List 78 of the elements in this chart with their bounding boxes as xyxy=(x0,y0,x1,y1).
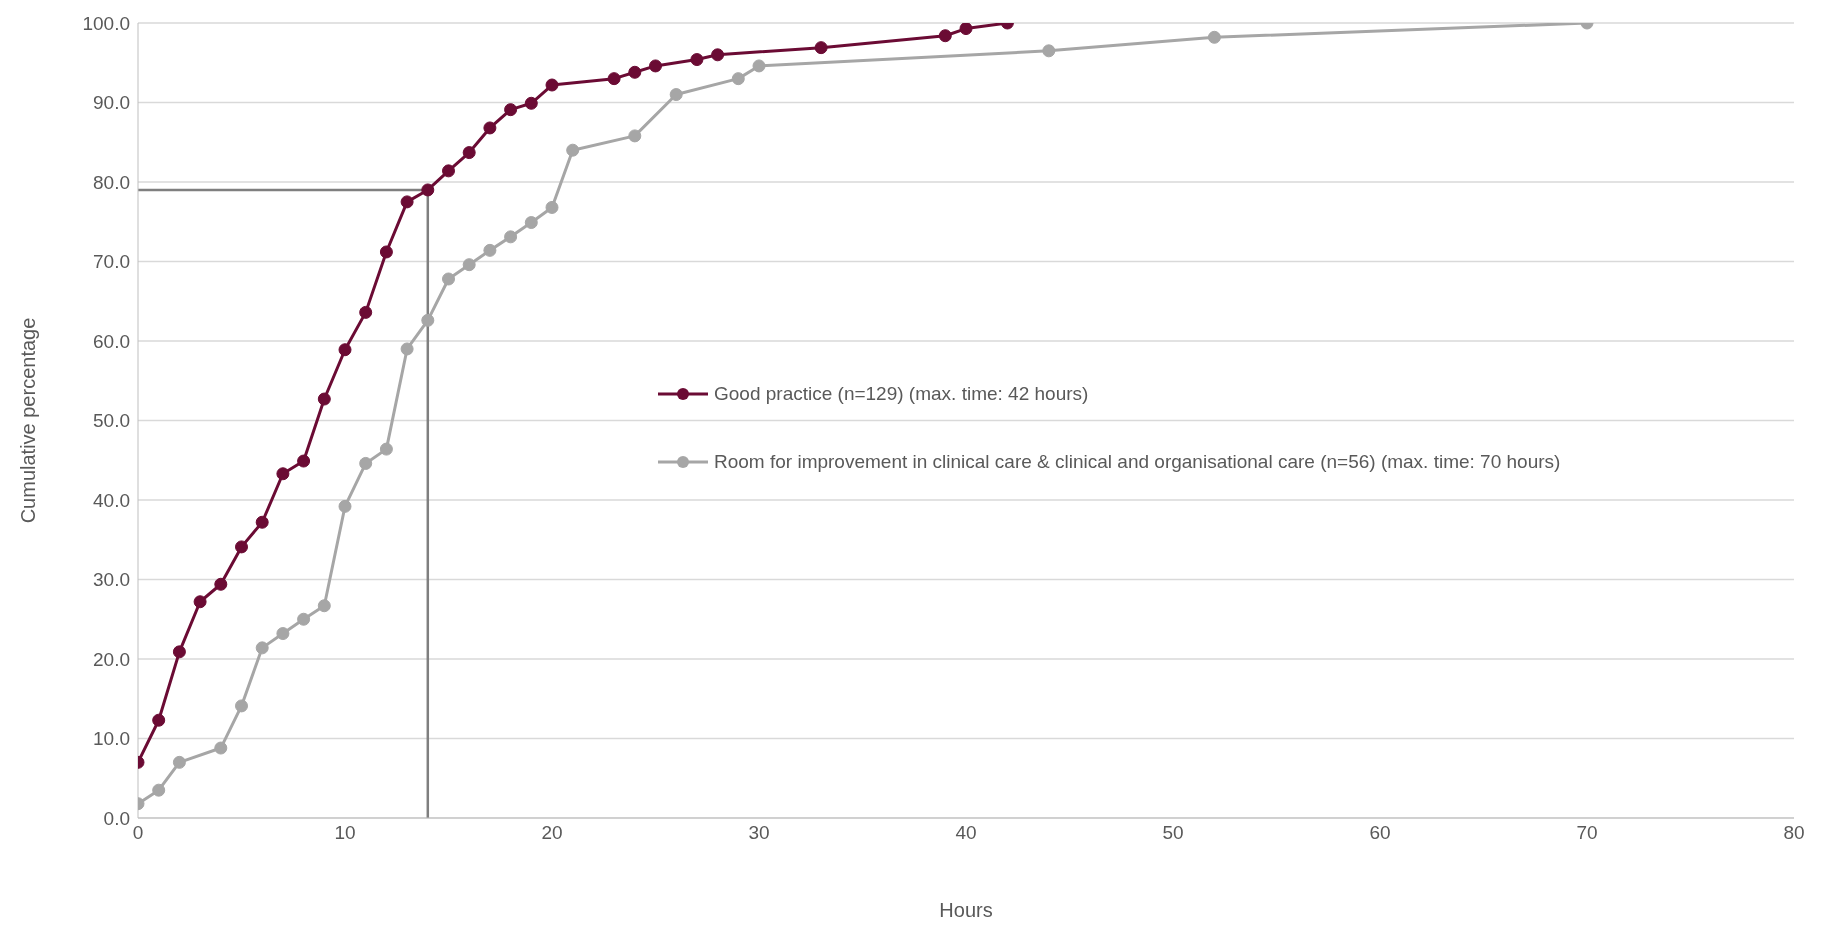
point xyxy=(379,245,393,259)
point xyxy=(649,59,662,73)
point xyxy=(152,713,166,727)
point xyxy=(607,72,621,86)
point xyxy=(235,540,248,554)
x-tick-label: 30 xyxy=(748,822,770,844)
point xyxy=(731,72,745,86)
point xyxy=(297,612,311,626)
point xyxy=(359,305,373,319)
point xyxy=(566,143,580,157)
point xyxy=(690,53,704,67)
point xyxy=(752,59,766,73)
point xyxy=(276,627,290,641)
point xyxy=(317,392,331,406)
point xyxy=(235,699,248,713)
point xyxy=(152,783,166,797)
y-tick-label: 100.0 xyxy=(82,12,130,34)
point xyxy=(421,313,435,327)
point xyxy=(938,29,952,43)
point xyxy=(524,96,538,110)
point xyxy=(276,467,290,481)
y-tick-label: 70.0 xyxy=(93,251,130,273)
point xyxy=(193,595,207,609)
point xyxy=(379,442,393,456)
point xyxy=(483,121,497,135)
x-tick-label: 80 xyxy=(1783,822,1805,844)
point xyxy=(524,216,538,230)
point xyxy=(1207,30,1221,44)
y-tick-label: 20.0 xyxy=(93,648,130,670)
y-tick-label: 90.0 xyxy=(93,92,130,114)
legend-label: Room for improvement in clinical care & clinical and organisational care (n=56) (max. time: 70 hours) xyxy=(714,451,1561,473)
legend-label: Good practice (n=129) (max. time: 42 hours) xyxy=(714,383,1089,405)
y-tick-label: 60.0 xyxy=(93,330,130,352)
y-tick-label: 50.0 xyxy=(93,410,130,432)
x-tick-label: 70 xyxy=(1576,822,1598,844)
point xyxy=(359,456,373,470)
point xyxy=(255,515,269,529)
point xyxy=(504,103,518,117)
point xyxy=(628,65,642,79)
point xyxy=(1042,44,1056,58)
y-tick-label: 80.0 xyxy=(93,171,130,193)
point xyxy=(442,272,455,286)
point xyxy=(504,230,518,244)
point xyxy=(338,343,352,357)
point xyxy=(462,146,476,160)
point xyxy=(172,755,186,769)
point xyxy=(172,645,186,659)
x-tick-label: 20 xyxy=(541,822,563,844)
point xyxy=(483,243,497,257)
point xyxy=(545,200,559,214)
x-tick-label: 10 xyxy=(334,822,356,844)
point xyxy=(628,129,642,143)
point xyxy=(214,741,228,755)
point xyxy=(400,195,414,209)
point xyxy=(545,78,559,92)
y-tick-label: 30.0 xyxy=(93,569,130,591)
y-tick-label: 10.0 xyxy=(93,728,130,750)
point xyxy=(297,454,311,468)
x-tick-label: 40 xyxy=(955,822,977,844)
point xyxy=(711,48,725,62)
point xyxy=(214,577,228,591)
y-axis-title: Cumulative percentage xyxy=(17,317,40,524)
point xyxy=(317,599,331,613)
x-tick-label: 60 xyxy=(1369,822,1391,844)
point xyxy=(959,23,973,36)
point xyxy=(338,499,352,513)
point xyxy=(669,88,683,102)
x-tick-label: 0 xyxy=(132,822,144,844)
point xyxy=(400,342,414,356)
x-axis-title: Hours xyxy=(939,899,993,922)
x-tick-label: 50 xyxy=(1162,822,1184,844)
point xyxy=(442,164,455,178)
point xyxy=(814,41,828,55)
point xyxy=(255,641,269,655)
y-tick-label: 40.0 xyxy=(93,489,130,511)
point xyxy=(462,258,476,272)
point xyxy=(421,183,435,197)
y-tick-label: 0.0 xyxy=(103,807,130,829)
